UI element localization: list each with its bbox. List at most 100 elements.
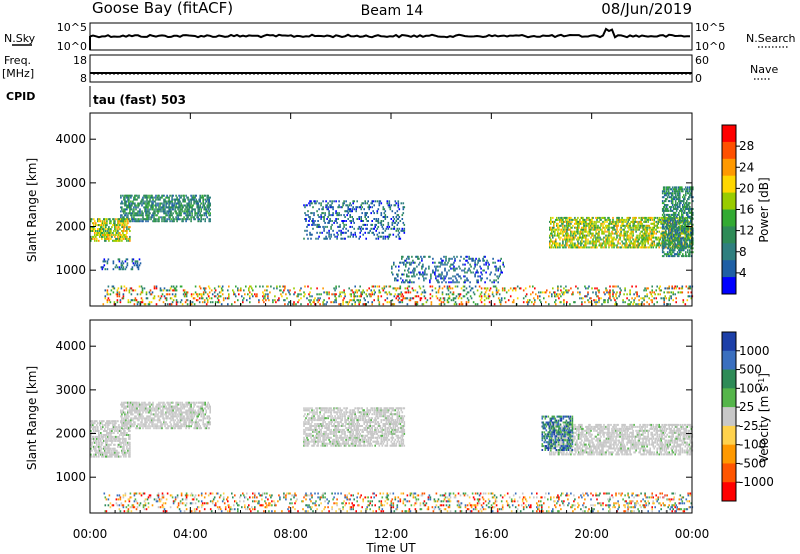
power-cell bbox=[692, 186, 694, 189]
power-cell bbox=[406, 279, 408, 282]
power-cell bbox=[97, 230, 99, 232]
power-cell bbox=[483, 303, 486, 306]
power-cell bbox=[642, 224, 644, 227]
power-cell bbox=[346, 210, 348, 213]
power-cell bbox=[672, 227, 675, 230]
power-cell bbox=[201, 206, 203, 209]
power-cell bbox=[549, 246, 551, 249]
power-cell bbox=[685, 202, 687, 205]
power-cell bbox=[218, 301, 221, 304]
power-cell bbox=[179, 301, 182, 304]
power-cell bbox=[637, 240, 639, 243]
power-cell bbox=[589, 220, 591, 223]
power-cell bbox=[676, 216, 678, 219]
power-cell bbox=[608, 216, 610, 219]
power-cell bbox=[464, 263, 466, 266]
power-cell bbox=[459, 293, 462, 296]
power-cell bbox=[353, 221, 355, 224]
power-cell bbox=[558, 226, 560, 229]
power-cell bbox=[109, 220, 111, 223]
power-cell bbox=[388, 235, 391, 238]
power-cell bbox=[591, 234, 593, 237]
power-cell bbox=[335, 297, 337, 300]
power-cell bbox=[107, 228, 109, 231]
power-cell bbox=[188, 214, 190, 217]
power-cell bbox=[572, 291, 574, 294]
power-cell bbox=[134, 262, 137, 265]
power-cell bbox=[665, 188, 668, 191]
power-cell bbox=[671, 198, 674, 201]
power-cell bbox=[415, 255, 417, 258]
power-cell bbox=[337, 214, 339, 217]
power-cell bbox=[370, 227, 372, 230]
power-cell bbox=[208, 198, 210, 201]
power-cell bbox=[491, 293, 494, 296]
power-cell bbox=[354, 231, 356, 234]
power-cell bbox=[692, 229, 694, 232]
power-cell bbox=[200, 214, 202, 217]
power-cell bbox=[334, 235, 336, 238]
power-cell bbox=[607, 216, 609, 219]
power-cell bbox=[463, 269, 465, 272]
power-cell bbox=[124, 194, 126, 197]
power-cell bbox=[623, 232, 625, 235]
power-cell bbox=[240, 289, 242, 292]
power-cell bbox=[620, 289, 622, 292]
power-cell bbox=[666, 247, 669, 250]
power-cell bbox=[411, 287, 414, 290]
power-cell bbox=[595, 230, 597, 233]
power-cell bbox=[464, 279, 466, 282]
power-cell bbox=[380, 223, 383, 226]
power-cell bbox=[664, 243, 667, 246]
power-cell bbox=[124, 202, 126, 205]
power-cell bbox=[117, 239, 119, 242]
power-cell bbox=[171, 220, 173, 223]
power-cell bbox=[595, 299, 597, 302]
power-cell bbox=[396, 210, 399, 213]
power-cell bbox=[463, 275, 465, 278]
power-cell bbox=[683, 245, 685, 248]
power-cell bbox=[118, 234, 120, 236]
power-cell bbox=[128, 204, 130, 207]
power-cell bbox=[310, 233, 312, 236]
power-cell bbox=[687, 249, 689, 252]
power-cell bbox=[573, 236, 575, 239]
power-cell bbox=[101, 268, 104, 271]
power-cell bbox=[157, 204, 159, 207]
power-cell bbox=[674, 285, 676, 288]
power-cell bbox=[561, 222, 563, 225]
power-cell bbox=[680, 243, 682, 246]
power-cell bbox=[233, 293, 235, 296]
power-cell bbox=[132, 289, 135, 292]
power-cell bbox=[652, 226, 654, 229]
power-cell bbox=[692, 200, 694, 203]
power-cell bbox=[116, 289, 119, 292]
power-cell bbox=[213, 291, 216, 294]
power-cell bbox=[364, 212, 366, 215]
power-cell bbox=[625, 246, 627, 249]
power-cell bbox=[202, 196, 204, 199]
power-cell bbox=[395, 216, 398, 218]
power-cell bbox=[629, 236, 631, 239]
power-cell bbox=[664, 221, 667, 224]
nave-tick-top: 60 bbox=[695, 54, 709, 67]
power-cell bbox=[626, 246, 628, 249]
power-cell bbox=[387, 221, 390, 224]
power-cell bbox=[128, 202, 130, 205]
power-cell bbox=[674, 245, 677, 248]
power-cell bbox=[200, 216, 202, 219]
power-cell bbox=[569, 224, 571, 227]
power-cell bbox=[617, 218, 619, 221]
power-colorbar-segment bbox=[722, 141, 736, 160]
power-cell bbox=[605, 244, 607, 247]
power-cell bbox=[198, 200, 200, 203]
power-cell bbox=[645, 220, 647, 223]
power-cell bbox=[605, 238, 607, 241]
power-cell bbox=[397, 293, 400, 296]
power-cell bbox=[687, 190, 689, 193]
power-cell bbox=[573, 244, 575, 247]
power-cell bbox=[640, 234, 642, 237]
power-cell bbox=[117, 224, 119, 227]
power-cell bbox=[360, 208, 362, 211]
power-cell bbox=[122, 194, 124, 197]
